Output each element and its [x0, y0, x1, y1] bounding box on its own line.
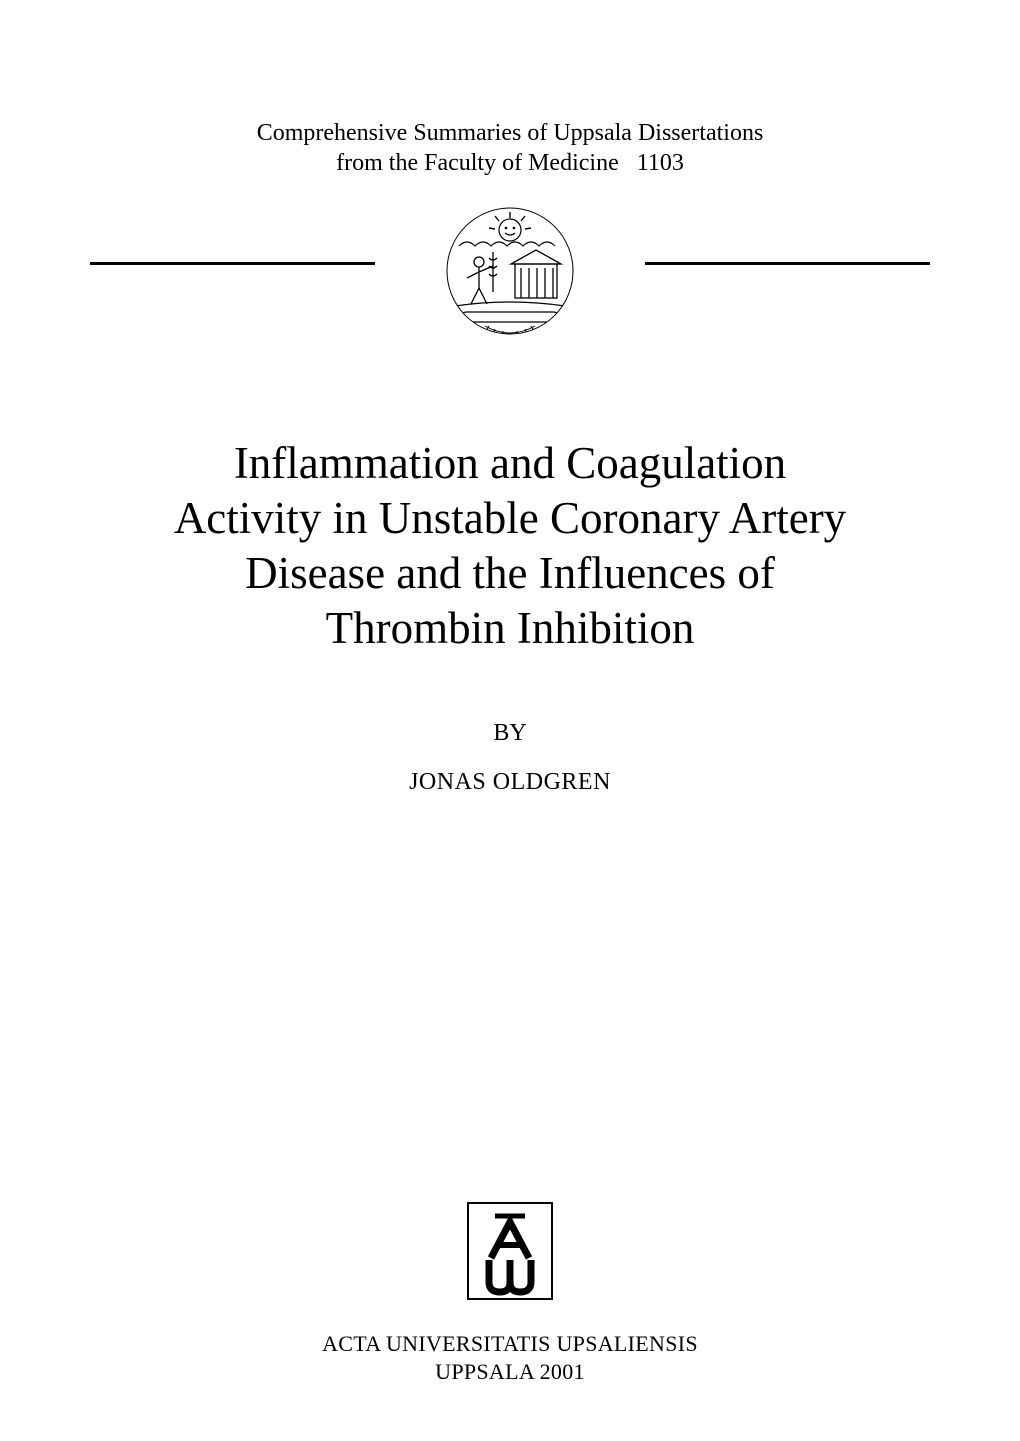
series-line-2-prefix: from the Faculty of Medicine [336, 150, 619, 176]
title-line-1: Inflammation and Coagulation [0, 436, 1020, 491]
university-seal-svg [445, 206, 575, 336]
press-logo-icon [467, 1202, 553, 1305]
series-line-1: Comprehensive Summaries of Uppsala Disse… [0, 118, 1020, 148]
divider-rule-right [645, 262, 930, 265]
title-line-2: Activity in Unstable Coronary Artery [0, 491, 1020, 546]
series-line-2: from the Faculty of Medicine 1103 [0, 148, 1020, 178]
place-year-line: UPPSALA 2001 [0, 1359, 1020, 1385]
title-line-4: Thrombin Inhibition [0, 601, 1020, 656]
title-line-3: Disease and the Influences of [0, 546, 1020, 601]
divider-rule-left [90, 262, 375, 265]
seal-divider-row [0, 206, 1020, 346]
press-logo-svg [467, 1202, 553, 1300]
university-seal-icon [445, 206, 575, 341]
series-number: 1103 [637, 150, 684, 176]
author-name: JONAS OLDGREN [0, 769, 1020, 796]
series-block: Comprehensive Summaries of Uppsala Disse… [0, 118, 1020, 178]
publisher-line: ACTA UNIVERSITATIS UPSALIENSIS [0, 1331, 1020, 1357]
title-page: Comprehensive Summaries of Uppsala Disse… [0, 0, 1020, 1441]
dissertation-title: Inflammation and Coagulation Activity in… [0, 436, 1020, 656]
byline: BY [0, 720, 1020, 747]
